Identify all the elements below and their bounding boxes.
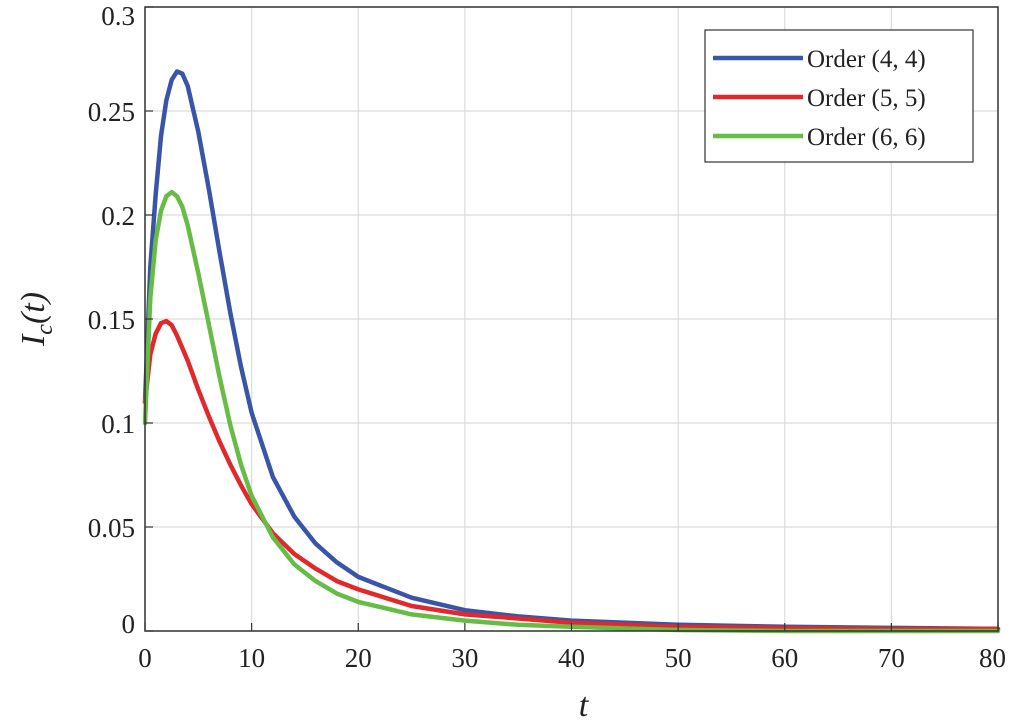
x-tick-label: 0 [138, 643, 152, 673]
x-tick-label: 80 [979, 643, 1006, 673]
grid [144, 6, 999, 632]
legend-label: Order (6, 6) [807, 124, 926, 151]
y-axis: 0 0.05 0.1 0.15 0.2 0.25 0.3 [88, 1, 153, 639]
x-tick-label: 40 [558, 643, 585, 673]
y-tick-label: 0.05 [88, 513, 135, 543]
legend-label: Order (4, 4) [807, 46, 926, 73]
x-axis: 0 10 20 30 40 50 60 70 80 [138, 623, 1006, 673]
x-tick-label: 60 [771, 643, 798, 673]
series-line-3 [142, 189, 1001, 634]
x-tick-label: 20 [345, 643, 372, 673]
y-axis-label: Ic(t) [15, 292, 58, 347]
legend: Order (4, 4) Order (5, 5) Order (6, 6) [704, 29, 974, 163]
x-tick-label: 30 [451, 643, 478, 673]
series-line-2 [142, 318, 1001, 632]
y-tick-label: 0.3 [101, 1, 135, 31]
series-layer [142, 69, 1001, 634]
y-tick-label: 0.1 [101, 409, 135, 439]
legend-label: Order (5, 5) [807, 85, 926, 112]
x-axis-label: t [579, 687, 590, 720]
x-tick-label: 70 [878, 643, 905, 673]
y-tick-label: 0.2 [101, 201, 135, 231]
x-tick-label: 10 [238, 643, 265, 673]
y-tick-label: 0.15 [88, 305, 135, 335]
y-tick-label: 0.25 [88, 97, 135, 127]
y-tick-label: 0 [122, 609, 136, 639]
x-tick-label: 50 [665, 643, 692, 673]
